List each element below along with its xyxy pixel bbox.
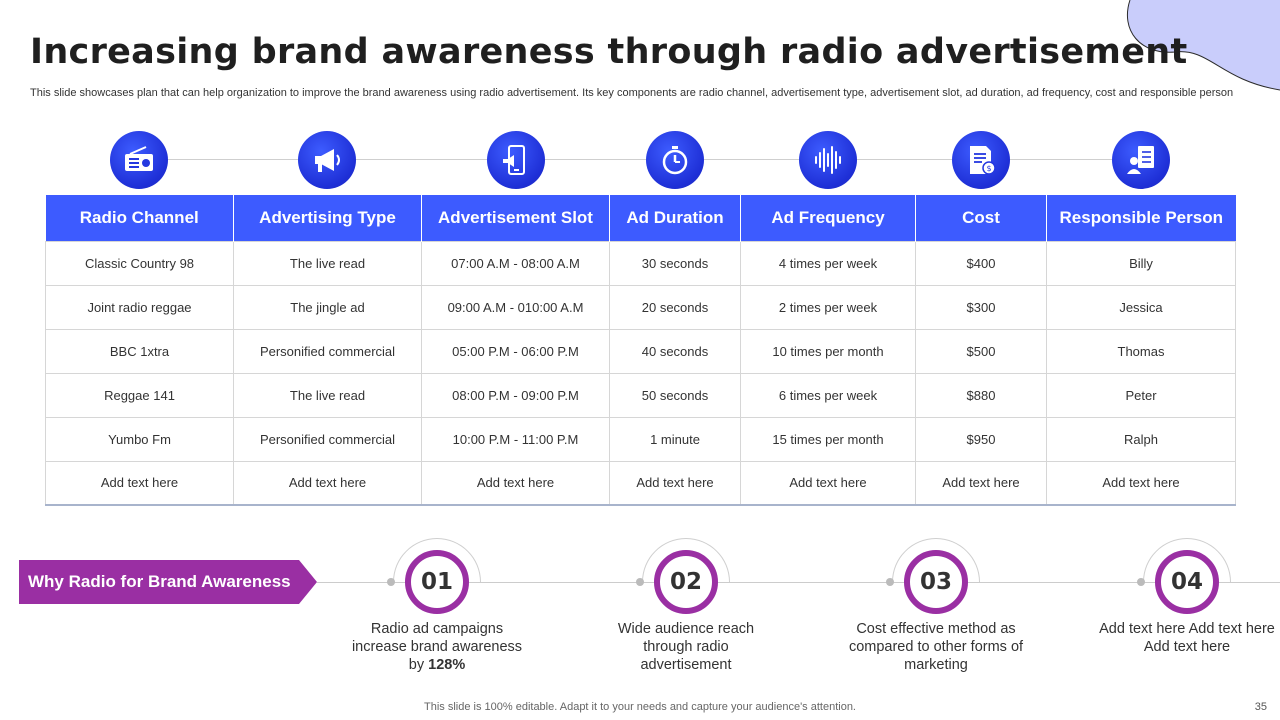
table-cell: 2 times per week <box>740 284 916 330</box>
phone-ad-icon <box>487 131 545 189</box>
table-cell: 15 times per month <box>740 416 916 462</box>
megaphone-icon <box>298 131 356 189</box>
table-cell: Add text here <box>915 460 1047 506</box>
table-cell: Jessica <box>1046 284 1236 330</box>
corner-decoration <box>1126 0 1280 91</box>
table-cell: Add text here <box>421 460 610 506</box>
page-title: Increasing brand awareness through radio… <box>30 32 1188 72</box>
table-cell: Thomas <box>1046 328 1236 374</box>
step-highlight: 128% <box>428 657 466 673</box>
column-header: Advertisement Slot <box>421 195 610 241</box>
table-cell: Joint radio reggae <box>45 284 234 330</box>
table-cell: Add text here <box>45 460 234 506</box>
column-header: Radio Channel <box>45 195 234 241</box>
step-number: 01 <box>405 550 469 614</box>
table-cell: 40 seconds <box>609 328 741 374</box>
table-cell: $880 <box>915 372 1047 418</box>
step-number: 03 <box>904 550 968 614</box>
step-dot <box>886 578 894 586</box>
table-cell: The live read <box>233 240 422 286</box>
table-cell: Personified commercial <box>233 416 422 462</box>
stopwatch-icon <box>646 131 704 189</box>
column-header: Advertising Type <box>233 195 422 241</box>
page-subtitle: This slide showcases plan that can help … <box>30 87 1234 99</box>
table-cell: Ralph <box>1046 416 1236 462</box>
column-header: Cost <box>915 195 1047 241</box>
table-cell: $300 <box>915 284 1047 330</box>
table-cell: The live read <box>233 372 422 418</box>
table-cell: $400 <box>915 240 1047 286</box>
invoice-cost-icon: $ <box>952 131 1010 189</box>
table-cell: Classic Country 98 <box>45 240 234 286</box>
page-number: 35 <box>1254 701 1267 713</box>
table-cell: 10:00 P.M - 11:00 P.M <box>421 416 610 462</box>
table-cell: 08:00 P.M - 09:00 P.M <box>421 372 610 418</box>
table-cell: $950 <box>915 416 1047 462</box>
column-header: Responsible Person <box>1046 195 1236 241</box>
table-cell: Billy <box>1046 240 1236 286</box>
table-cell: Yumbo Fm <box>45 416 234 462</box>
table-cell: $500 <box>915 328 1047 374</box>
table-row: Add text here Add text here Add text her… <box>45 460 1236 506</box>
step-description: Cost effective method as compared to oth… <box>848 621 1024 673</box>
table-cell: 20 seconds <box>609 284 741 330</box>
table-cell: Add text here <box>740 460 916 506</box>
table-row: BBC 1xtra Personified commercial 05:00 P… <box>45 328 1236 374</box>
table-header-row: Radio Channel Advertising Type Advertise… <box>45 195 1236 241</box>
table-cell: 09:00 A.M - 010:00 A.M <box>421 284 610 330</box>
step-dot <box>1137 578 1145 586</box>
table-cell: Add text here <box>233 460 422 506</box>
table-cell: 05:00 P.M - 06:00 P.M <box>421 328 610 374</box>
step-dot <box>636 578 644 586</box>
step-dot <box>387 578 395 586</box>
table-cell: 50 seconds <box>609 372 741 418</box>
footer-note: This slide is 100% editable. Adapt it to… <box>424 701 856 713</box>
svg-text:$: $ <box>986 164 991 173</box>
table-cell: 6 times per week <box>740 372 916 418</box>
icon-connector-line <box>140 159 1140 160</box>
step-number: 02 <box>654 550 718 614</box>
table-cell: 4 times per week <box>740 240 916 286</box>
table-cell: 30 seconds <box>609 240 741 286</box>
radio-plan-table: Radio Channel Advertising Type Advertise… <box>45 195 1236 506</box>
table-row: Classic Country 98 The live read 07:00 A… <box>45 240 1236 286</box>
table-cell: Peter <box>1046 372 1236 418</box>
table-cell: Personified commercial <box>233 328 422 374</box>
steps-connector-line <box>317 582 1280 583</box>
soundwave-icon <box>799 131 857 189</box>
table-cell: 07:00 A.M - 08:00 A.M <box>421 240 610 286</box>
table-cell: 1 minute <box>609 416 741 462</box>
table-cell: The jingle ad <box>233 284 422 330</box>
table-row: Yumbo Fm Personified commercial 10:00 P.… <box>45 416 1236 462</box>
table-cell: BBC 1xtra <box>45 328 234 374</box>
table-row: Joint radio reggae The jingle ad 09:00 A… <box>45 284 1236 330</box>
column-header: Ad Frequency <box>740 195 916 241</box>
step-description: Radio ad campaigns increase brand awaren… <box>351 621 523 673</box>
column-header: Ad Duration <box>609 195 741 241</box>
step-description: Add text here Add text here Add text her… <box>1099 621 1275 655</box>
table-cell: Add text here <box>1046 460 1236 506</box>
table-cell: 10 times per month <box>740 328 916 374</box>
why-radio-label: Why Radio for Brand Awareness <box>28 572 291 591</box>
table-cell: Add text here <box>609 460 741 506</box>
radio-icon <box>110 131 168 189</box>
step-number: 04 <box>1155 550 1219 614</box>
person-checklist-icon <box>1112 131 1170 189</box>
table-row: Reggae 141 The live read 08:00 P.M - 09:… <box>45 372 1236 418</box>
why-radio-banner: Why Radio for Brand Awareness <box>19 560 317 604</box>
step-description: Wide audience reach through radio advert… <box>617 621 755 673</box>
table-cell: Reggae 141 <box>45 372 234 418</box>
